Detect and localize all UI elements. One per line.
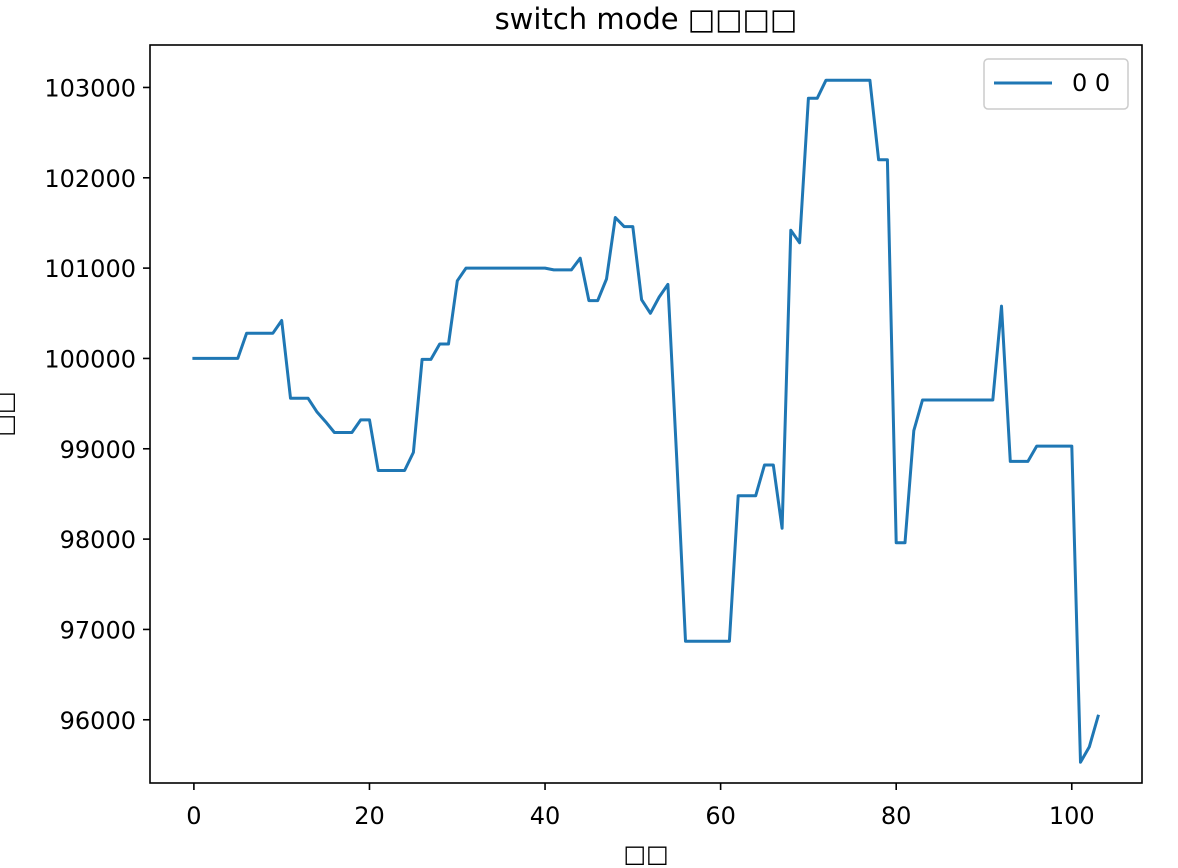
x-tick-label: 60	[705, 802, 736, 830]
y-axis-label: □□	[0, 391, 18, 436]
x-tick-label: 20	[354, 802, 385, 830]
plot-area-frame	[149, 44, 1143, 784]
legend: 0 0	[983, 58, 1129, 110]
x-axis-label: □□	[623, 840, 668, 868]
series-line-0	[192, 78, 1100, 764]
y-tick-label: 101000	[44, 255, 136, 283]
x-tick-label: 40	[530, 802, 561, 830]
x-tick-label: 80	[881, 802, 912, 830]
y-tick-label: 98000	[60, 526, 136, 554]
x-axis: 0 20 40 60 80 100	[186, 783, 1095, 830]
x-tick-label: 0	[186, 802, 201, 830]
y-tick-label: 100000	[44, 345, 136, 373]
y-tick-label: 97000	[60, 616, 136, 644]
legend-box	[983, 58, 1129, 110]
x-tick-label: 100	[1049, 802, 1095, 830]
y-tick-label: 99000	[60, 436, 136, 464]
legend-label-0: 0 0	[1072, 69, 1110, 97]
chart-title: switch mode □□□□	[495, 2, 798, 36]
series-layer	[192, 78, 1100, 764]
y-tick-label: 96000	[60, 707, 136, 735]
y-axis: 96000 97000 98000 99000 100000 101000 102000 10…	[44, 74, 150, 735]
y-tick-label: 103000	[44, 74, 136, 102]
y-tick-label: 102000	[44, 165, 136, 193]
